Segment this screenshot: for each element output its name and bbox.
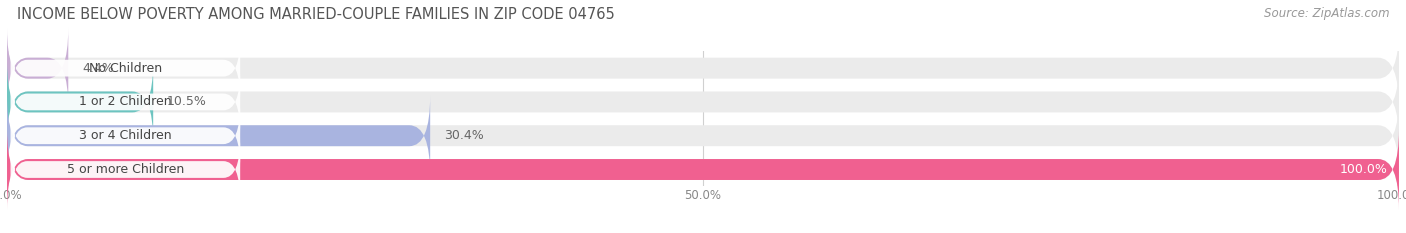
FancyBboxPatch shape [10, 70, 240, 134]
Text: 1 or 2 Children: 1 or 2 Children [79, 96, 172, 108]
Text: 30.4%: 30.4% [444, 129, 484, 142]
FancyBboxPatch shape [7, 129, 1399, 210]
FancyBboxPatch shape [10, 137, 240, 202]
Text: 3 or 4 Children: 3 or 4 Children [79, 129, 172, 142]
FancyBboxPatch shape [10, 36, 240, 100]
Text: 4.4%: 4.4% [82, 62, 114, 75]
FancyBboxPatch shape [10, 103, 240, 168]
FancyBboxPatch shape [7, 28, 69, 108]
FancyBboxPatch shape [7, 96, 1399, 176]
FancyBboxPatch shape [7, 96, 430, 176]
Text: No Children: No Children [89, 62, 162, 75]
Text: 5 or more Children: 5 or more Children [66, 163, 184, 176]
FancyBboxPatch shape [7, 62, 1399, 142]
Text: 100.0%: 100.0% [1340, 163, 1388, 176]
Text: 10.5%: 10.5% [167, 96, 207, 108]
FancyBboxPatch shape [7, 62, 153, 142]
FancyBboxPatch shape [7, 129, 1399, 210]
Text: Source: ZipAtlas.com: Source: ZipAtlas.com [1264, 7, 1389, 20]
FancyBboxPatch shape [7, 28, 1399, 108]
Text: INCOME BELOW POVERTY AMONG MARRIED-COUPLE FAMILIES IN ZIP CODE 04765: INCOME BELOW POVERTY AMONG MARRIED-COUPL… [17, 7, 614, 22]
